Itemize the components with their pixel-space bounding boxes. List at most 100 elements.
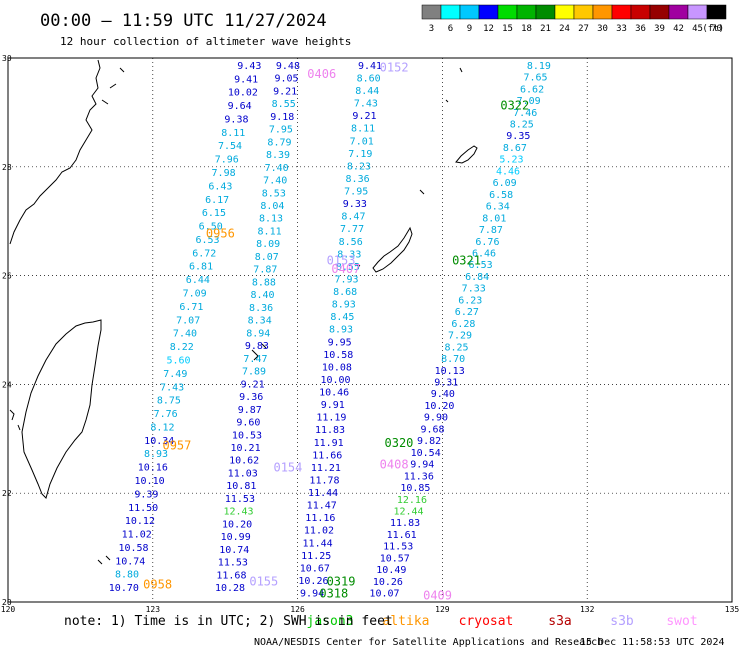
wave-height-value: 10.85	[400, 483, 430, 494]
lat-tick-label: 26	[2, 272, 12, 281]
wave-height-value: 9.05	[274, 74, 298, 85]
wave-height-legend: 3 6 9 12 15 18 21 24 27 30 33 36 39 42 45 70(ft)	[421, 4, 727, 34]
wave-height-value: 10.12	[125, 516, 155, 527]
wave-height-value: 8.45	[330, 312, 354, 323]
wave-height-value: 8.25	[510, 120, 534, 131]
wave-height-value: 9.40	[431, 389, 455, 400]
legend-label: 39	[654, 24, 665, 34]
legend-label: 18	[521, 24, 532, 34]
wave-height-value: 11.44	[303, 538, 333, 549]
wave-height-value: 8.93	[144, 449, 168, 460]
legend-label: 3	[429, 24, 434, 34]
wave-height-value: 8.11	[258, 226, 282, 237]
wave-height-value: 10.10	[135, 476, 165, 487]
wave-height-value: 10.70	[109, 583, 139, 594]
satellite-name: s3a	[548, 614, 571, 629]
wave-height-value: 7.47	[243, 354, 267, 365]
wave-height-value: 7.43	[160, 382, 184, 393]
satellite-name: altika	[383, 614, 430, 629]
wave-height-value: 10.08	[322, 362, 352, 373]
track-labels: 0956 0957 0958 0406 0407 0408 0409 0152 0153 0154…	[143, 61, 529, 603]
legend-label: 9	[467, 24, 472, 34]
pass-number-label: 0320	[385, 436, 414, 450]
kyushu-coast	[9, 59, 101, 245]
wave-height-value: 8.68	[333, 287, 357, 298]
wave-height-value: 10.34	[144, 436, 174, 447]
wave-height-value: 9.36	[239, 392, 263, 403]
wave-height-value: 7.49	[163, 369, 187, 380]
wave-height-value: 8.88	[252, 277, 276, 288]
legend-swatch	[592, 4, 613, 20]
wave-height-value: 6.72	[192, 248, 216, 259]
wave-height-value: 8.75	[157, 396, 181, 407]
legend-label: 42	[673, 24, 684, 34]
wave-height-value: 10.21	[231, 443, 261, 454]
wave-height-value: 11.02	[122, 530, 152, 541]
wave-height-value: 10.74	[219, 545, 249, 556]
map-frame	[7, 57, 733, 603]
wave-height-value: 7.40	[173, 329, 197, 340]
wave-height-value: 11.53	[218, 558, 248, 569]
wave-height-value: 10.46	[319, 388, 349, 399]
legend-swatch	[573, 4, 594, 20]
wave-height-value: 9.64	[228, 101, 252, 112]
wave-height-value: 9.33	[343, 199, 367, 210]
wave-height-value: 11.47	[307, 501, 337, 512]
wave-height-value: 8.33	[337, 249, 361, 260]
wave-height-value: 10.02	[228, 88, 258, 99]
wave-height-value: 11.03	[228, 468, 258, 479]
lon-tick-label: 123	[146, 605, 161, 614]
wave-height-value: 10.20	[424, 401, 454, 412]
legend-label: 24	[559, 24, 570, 34]
pass-number-label: 0956	[206, 227, 235, 241]
pass-number-label: 0154	[273, 460, 302, 474]
wave-height-value: 9.35	[506, 131, 530, 142]
wave-height-value: 8.09	[256, 239, 280, 250]
wave-height-value: 7.01	[350, 136, 374, 147]
satellite-name: cryosat	[459, 614, 514, 629]
wave-height-value: 11.44	[308, 488, 338, 499]
credit-line: NOAA/NESDIS Center for Satellite Applica…	[254, 637, 603, 648]
wave-height-value: 7.87	[479, 225, 503, 236]
wave-height-value: 11.53	[383, 542, 413, 553]
wave-height-value: 10.07	[369, 589, 399, 600]
wave-height-value: 12.44	[393, 506, 423, 517]
wave-height-value: 8.94	[246, 328, 270, 339]
legend-label: 6	[448, 24, 453, 34]
wave-height-value: 6.53	[469, 260, 493, 271]
satellite-name: jason3	[307, 614, 354, 629]
wave-height-value: 9.90	[424, 413, 448, 424]
wave-height-value: 10.16	[138, 463, 168, 474]
legend-label: 45	[692, 24, 703, 34]
wave-height-value: 7.09	[183, 289, 207, 300]
pass-number-label: 0322	[500, 99, 529, 113]
wave-height-value: 8.80	[115, 570, 139, 581]
wave-height-value: 7.76	[154, 409, 178, 420]
wave-height-value: 11.21	[311, 463, 341, 474]
legend-label: 21	[540, 24, 551, 34]
legend-label: 27	[578, 24, 589, 34]
altimeter-tracks: 9.43 9.41 10.02 9.64 9.38 8.11 7.54 7.96 7.98 6.4…	[109, 61, 551, 600]
pass-number-label: 0406	[307, 67, 336, 81]
wave-height-value: 9.87	[238, 405, 262, 416]
wave-height-value: 6.28	[451, 319, 475, 330]
legend-swatch	[630, 4, 651, 20]
wave-height-value: 11.83	[390, 518, 420, 529]
legend-label: 36	[635, 24, 646, 34]
wave-height-value: 8.22	[170, 342, 194, 353]
pass-number-label: 0409	[423, 588, 452, 602]
wave-height-value: 10.81	[226, 481, 256, 492]
wave-height-value: 10.53	[232, 430, 262, 441]
wave-height-value: 7.46	[513, 108, 537, 119]
wave-height-value: 7.98	[212, 168, 236, 179]
wave-height-value: 10.49	[376, 565, 406, 576]
wave-height-value: 5.60	[166, 355, 190, 366]
wave-height-value: 8.11	[221, 128, 245, 139]
wave-height-value: 6.27	[455, 307, 479, 318]
wave-height-value: 9.21	[241, 379, 265, 390]
wave-height-value: 6.76	[475, 237, 499, 248]
lat-tick-label: 24	[2, 380, 12, 389]
wave-height-value: 7.29	[448, 331, 472, 342]
wave-height-value: 7.93	[335, 274, 359, 285]
pass-number-label: 0318	[319, 587, 348, 601]
